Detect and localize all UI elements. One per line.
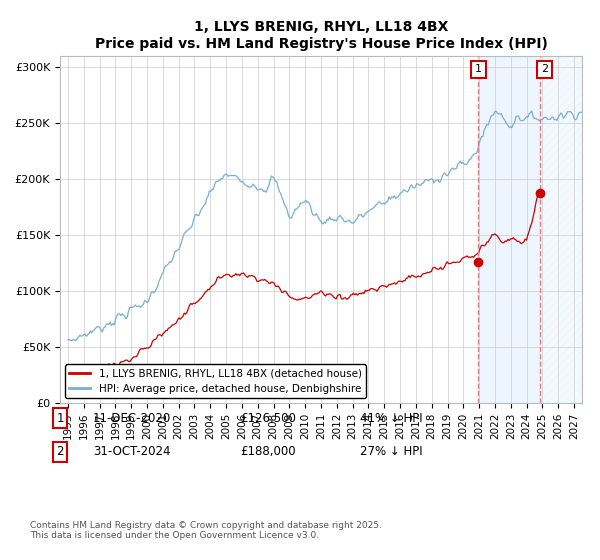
Text: 11-DEC-2020: 11-DEC-2020 (93, 412, 171, 424)
Text: £126,500: £126,500 (240, 412, 296, 424)
Bar (478, 56, 540, 403)
Text: Contains HM Land Registry data © Crown copyright and database right 2025.
This d: Contains HM Land Registry data © Crown c… (30, 521, 382, 540)
Text: 1: 1 (56, 412, 64, 424)
Title: 1, LLYS BRENIG, RHYL, LL18 4BX
Price paid vs. HM Land Registry's House Price Ind: 1, LLYS BRENIG, RHYL, LL18 4BX Price pai… (95, 21, 547, 50)
Text: 2: 2 (541, 64, 548, 74)
Text: 1: 1 (475, 64, 482, 74)
Text: 2: 2 (56, 445, 64, 458)
Text: 27% ↓ HPI: 27% ↓ HPI (360, 445, 422, 458)
Bar (540, 56, 582, 403)
Text: £188,000: £188,000 (240, 445, 296, 458)
Legend: 1, LLYS BRENIG, RHYL, LL18 4BX (detached house), HPI: Average price, detached ho: 1, LLYS BRENIG, RHYL, LL18 4BX (detached… (65, 365, 366, 398)
Text: 31-OCT-2024: 31-OCT-2024 (93, 445, 170, 458)
Text: 41% ↓ HPI: 41% ↓ HPI (360, 412, 422, 424)
